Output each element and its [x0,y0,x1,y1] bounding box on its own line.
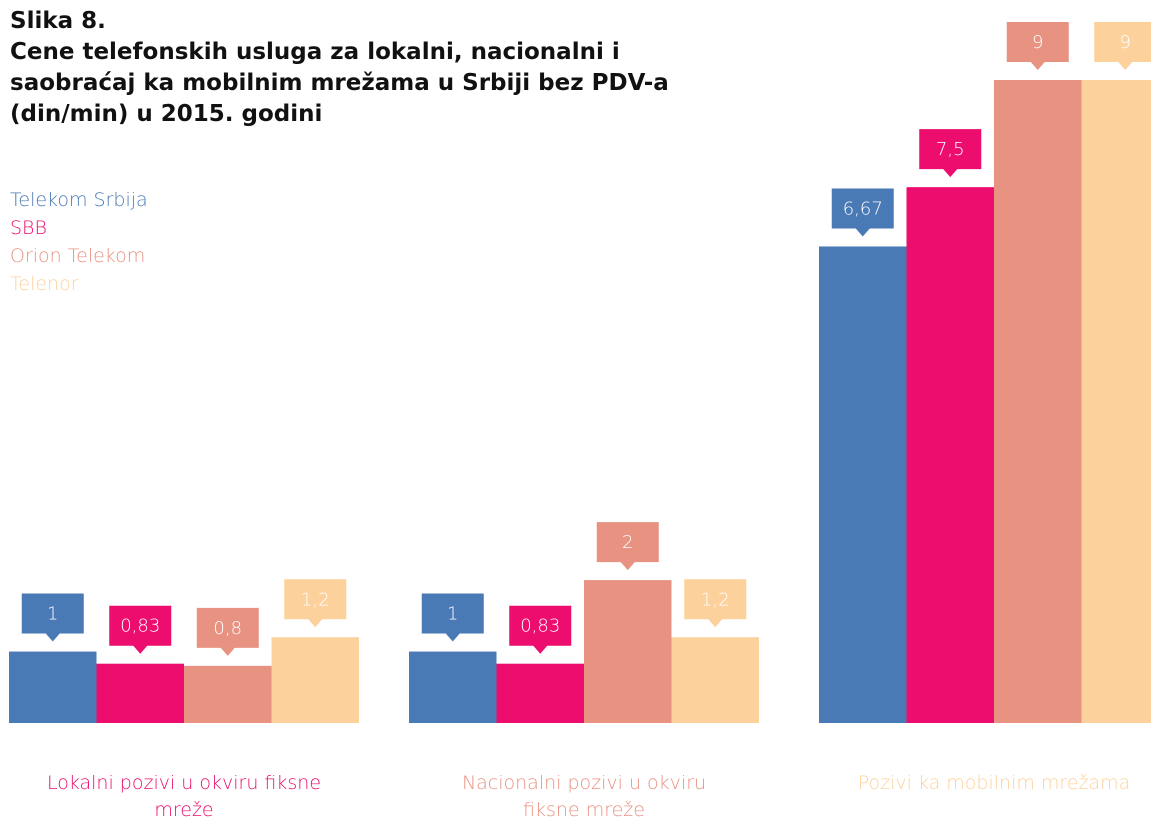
bar [1081,80,1151,723]
chart-subtitle: Cene telefonskih usluga za lokalni, naci… [10,39,669,127]
value-label: 6,67 [843,198,883,219]
value-label: 1,2 [701,589,730,610]
value-label: 1 [47,604,58,625]
bar [96,663,184,723]
bar [994,80,1082,723]
value-callout [596,522,659,571]
bar [819,246,907,723]
value-label: 7,5 [936,139,965,160]
value-callout [684,579,747,628]
value-label: 0,83 [120,616,160,637]
bar [9,651,97,723]
category-label: Nacionalni pozivi u okviru fiksne mreže [461,772,707,821]
legend-entry: Orion Telekom [10,245,146,267]
legend-entry: Telenor [10,273,79,295]
value-callout [284,579,347,628]
bar [584,580,672,723]
bar [409,651,497,723]
value-callout [1006,22,1069,70]
value-callout [196,607,259,656]
value-label: 0,83 [520,616,560,637]
legend: Telekom Srbija SBB Orion Telekom Telenor [10,186,148,298]
value-label: 1,2 [301,589,330,610]
value-callout [509,605,572,654]
category-label: Pozivi ka mobilnim mrežama [857,772,1131,794]
category-label: Lokalni pozivi u okviru fiksne mreže [46,772,322,821]
value-callout [831,188,894,237]
value-label: 9 [1032,32,1043,53]
bar [906,187,994,723]
value-label: 9 [1120,32,1131,53]
bar [671,637,759,723]
value-callout [421,593,484,642]
value-label: 1 [447,604,458,625]
legend-entry: SBB [10,217,47,239]
value-label: 2 [622,532,633,553]
bar [184,665,272,723]
bar [271,637,359,723]
title-block: Slika 8. Cene telefonskih usluga za loka… [10,6,750,130]
value-label: 0,8 [213,618,242,639]
bar [496,663,584,723]
value-callout [919,129,982,178]
value-callout [21,593,84,642]
value-callout [1094,22,1151,70]
legend-entry: Telekom Srbija [10,189,148,211]
value-callout [109,605,172,654]
chart-title: Slika 8. [10,8,106,34]
